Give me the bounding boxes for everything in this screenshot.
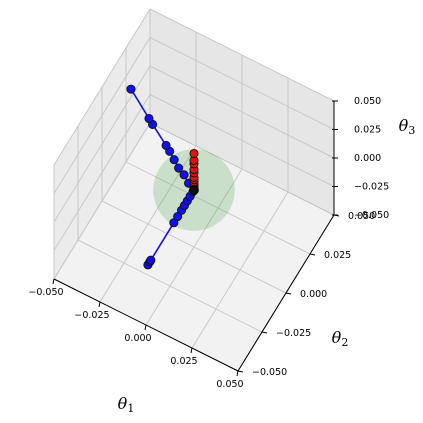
y-tick xyxy=(261,331,268,334)
z-axis-label: θ3 xyxy=(399,116,416,137)
x-axis-label: θ1 xyxy=(118,394,135,415)
grid-line-z xyxy=(149,94,335,187)
y-tick-label: 0.000 xyxy=(300,289,327,300)
x-tick xyxy=(52,278,55,285)
grid-line-z xyxy=(149,37,335,130)
y-tick-label: −0.025 xyxy=(276,328,311,339)
z-tick-label: 0.000 xyxy=(354,153,381,164)
x-tick-label: 0.025 xyxy=(170,356,197,367)
grid-line-z xyxy=(149,65,335,159)
y-tick-label: −0.050 xyxy=(252,367,287,378)
grid-line-z xyxy=(53,94,151,251)
series-2-point xyxy=(189,148,199,159)
grid-line-z xyxy=(53,122,151,280)
x-tick xyxy=(236,370,239,377)
axis-ticks: −0.050−0.0250.0000.0250.050−0.050−0.0250… xyxy=(28,96,389,390)
grid-line-y xyxy=(101,200,287,294)
data-marks xyxy=(126,84,235,270)
grid-line-z xyxy=(53,8,151,166)
x-tick-label: −0.025 xyxy=(74,310,109,321)
z-tick-label: 0.025 xyxy=(354,125,381,136)
z-tick-label: 0.050 xyxy=(354,96,381,107)
grid-line-y xyxy=(125,161,311,255)
x-tick xyxy=(190,347,193,354)
y-tick xyxy=(237,370,244,373)
grid-line-z xyxy=(149,8,335,102)
y-tick xyxy=(285,292,292,295)
y-axis-label: θ2 xyxy=(332,328,349,349)
y-tick-label: 0.025 xyxy=(324,250,351,261)
z-tick-label: −0.025 xyxy=(354,182,389,193)
series-1-point xyxy=(146,255,156,265)
series-1-point xyxy=(126,84,136,94)
series-1-point xyxy=(174,163,184,173)
series-1-point xyxy=(169,155,179,165)
z-tick-label: −0.050 xyxy=(354,210,389,221)
y-tick xyxy=(309,253,316,256)
series-1-point xyxy=(179,170,189,180)
grid-line-z xyxy=(149,122,335,216)
series-1-point xyxy=(161,140,171,150)
grid-line-z xyxy=(53,37,151,194)
x-tick xyxy=(98,301,101,308)
series-1-point xyxy=(144,113,154,124)
x-tick-label: 0.050 xyxy=(216,379,243,390)
origin-point xyxy=(189,185,199,195)
y-tick-label: 0.050 xyxy=(348,211,375,222)
x-tick-label: −0.050 xyxy=(28,287,63,298)
x-tick xyxy=(144,324,147,331)
grid-line-y xyxy=(77,239,263,333)
x-tick-label: 0.000 xyxy=(124,333,151,344)
